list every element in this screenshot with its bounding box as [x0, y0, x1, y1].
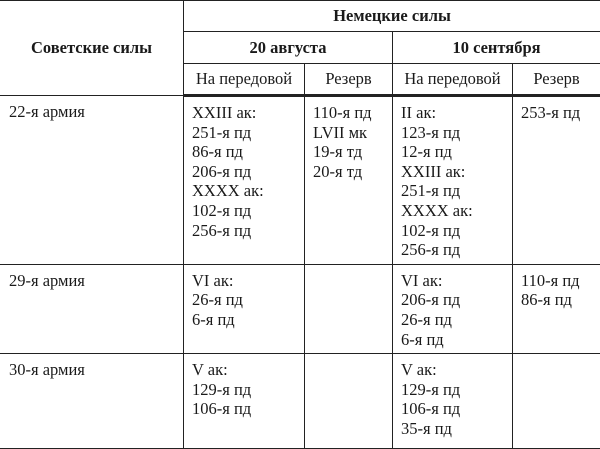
unit-entry: VI ак: — [401, 271, 512, 291]
unit-entry: LVII мк — [313, 123, 392, 143]
army-cell: 30-я армия — [0, 354, 184, 449]
unit-entry: 123-я пд — [401, 123, 512, 143]
unit-entry: II ак: — [401, 103, 512, 123]
sep-reserve-cell: 253-я пд — [513, 96, 600, 265]
sep-reserve-cell — [513, 354, 600, 449]
unit-entry: 102-я пд — [401, 221, 512, 241]
unit-entry: 35-я пд — [401, 419, 512, 439]
unit-entry: 26-я пд — [192, 290, 304, 310]
army-cell: 22-я армия — [0, 96, 184, 265]
unit-entry: 129-я пд — [192, 380, 304, 400]
header-sep-reserve: Резерв — [513, 64, 600, 96]
unit-entry: 206-я пд — [401, 290, 512, 310]
unit-entry: XXXX ак: — [192, 181, 304, 201]
header-date-sep10: 10 сентября — [393, 32, 600, 64]
unit-entry: 129-я пд — [401, 380, 512, 400]
unit-entry: 206-я пд — [192, 162, 304, 182]
unit-entry: 26-я пд — [401, 310, 512, 330]
unit-entry: 106-я пд — [192, 399, 304, 419]
army-cell: 29-я армия — [0, 264, 184, 353]
header-aug-reserve: Резерв — [305, 64, 393, 96]
unit-entry: 20-я тд — [313, 162, 392, 182]
unit-entry: 12-я пд — [401, 142, 512, 162]
header-aug-front: На передовой — [184, 64, 305, 96]
header-soviet-forces: Советские силы — [0, 1, 184, 96]
unit-entry: 251-я пд — [192, 123, 304, 143]
unit-entry: XXXX ак: — [401, 201, 512, 221]
unit-entry: 6-я пд — [401, 330, 512, 350]
header-sep-front: На передовой — [393, 64, 513, 96]
unit-entry: 19-я тд — [313, 142, 392, 162]
header-german-forces: Немецкие силы — [184, 1, 600, 32]
unit-entry: 86-я пд — [521, 290, 600, 310]
unit-entry: 106-я пд — [401, 399, 512, 419]
unit-entry: V ак: — [192, 360, 304, 380]
unit-entry: 102-я пд — [192, 201, 304, 221]
unit-entry: 251-я пд — [401, 181, 512, 201]
unit-entry: XXIII ак: — [192, 103, 304, 123]
unit-entry: V ак: — [401, 360, 512, 380]
header-date-aug20: 20 августа — [184, 32, 393, 64]
unit-entry: 253-я пд — [521, 103, 600, 123]
unit-entry: 6-я пд — [192, 310, 304, 330]
unit-entry: 256-я пд — [401, 240, 512, 260]
unit-entry: 256-я пд — [192, 221, 304, 241]
aug-reserve-cell — [305, 354, 393, 449]
unit-entry: VI ак: — [192, 271, 304, 291]
aug-reserve-cell — [305, 264, 393, 353]
unit-entry: 86-я пд — [192, 142, 304, 162]
unit-entry: XXIII ак: — [401, 162, 512, 182]
unit-entry: 110-я пд — [313, 103, 392, 123]
unit-entry: 110-я пд — [521, 271, 600, 291]
